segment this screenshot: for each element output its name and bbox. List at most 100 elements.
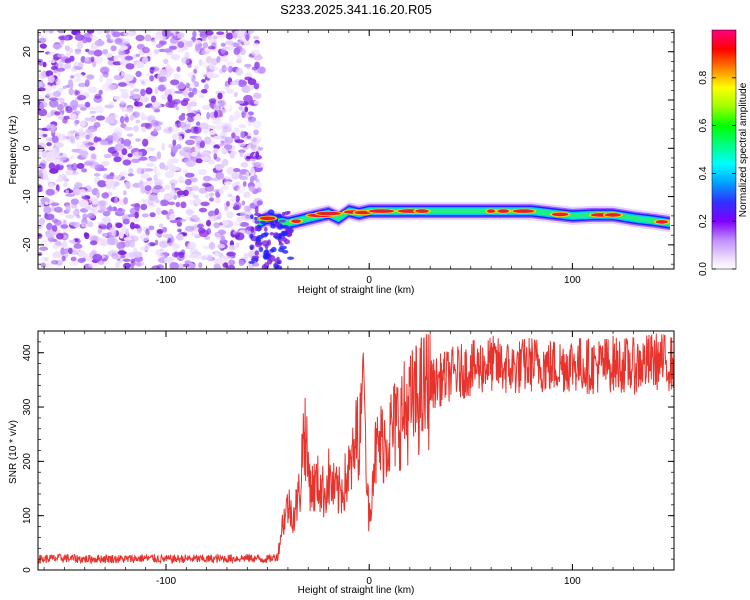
noise-blob [197,223,204,229]
noise-blob [215,171,225,180]
noise-blob [69,130,78,135]
colorbar-tick-label: 0.8 [698,70,709,84]
noise-blob [90,240,98,246]
noise-blob [38,87,46,92]
noise-blob [229,245,236,251]
noise-blob [184,158,191,163]
noise-blob [215,90,226,95]
noise-blob [134,211,139,219]
noise-blob [123,139,132,147]
noise-blob [256,187,262,193]
noise-blob [216,31,225,35]
noise-blob [95,137,102,142]
noise-blob [173,32,177,37]
noise-blob [209,197,214,202]
noise-blob [235,59,242,64]
noise-blob [187,63,192,69]
noise-blob [222,86,231,90]
noise-blob [243,252,249,260]
noise-blob [106,237,116,246]
noise-blob [182,97,190,102]
noise-blob [101,192,109,199]
noise-blob [116,242,122,250]
noise-blob [96,190,100,199]
noise-blob [234,110,241,119]
noise-blob [62,219,67,228]
noise-blob [87,142,94,146]
colorbar-ticks: 0.0 0.2 0.4 0.6 0.8 [698,70,736,276]
transition-speck [254,240,263,248]
noise-blob [132,261,136,266]
noise-blob [104,74,109,79]
noise-blob [186,112,196,117]
noise-blob [141,56,149,64]
noise-blob [216,157,221,162]
noise-blob [170,79,180,86]
noise-blob [136,261,142,267]
noise-blob [209,130,216,135]
noise-blob [150,119,160,127]
noise-blob [101,216,112,223]
noise-blob [128,168,134,174]
noise-blob [170,188,176,196]
noise-blob [257,146,264,151]
noise-blob [146,147,156,152]
noise-blob [218,188,224,195]
noise-blob [106,33,111,40]
noise-blob [113,113,119,119]
noise-blob [212,136,223,140]
noise-blob [207,255,213,261]
noise-blob [194,146,201,154]
transition-speck [286,210,291,214]
noise-blob [218,143,224,147]
noise-blob [50,111,55,117]
noise-blob [211,215,217,219]
noise-blob [42,133,48,138]
noise-blob [185,208,194,216]
noise-blob [245,155,252,160]
noise-blob [232,221,242,226]
noise-blob [253,129,259,136]
noise-blob [62,118,68,124]
noise-blob [89,206,95,214]
transition-speck [281,230,289,237]
transition-speck [264,262,269,269]
noise-blob [99,74,104,83]
noise-blob [121,226,127,233]
noise-blob [54,206,63,213]
noise-blob [208,241,216,250]
noise-blob [230,195,237,202]
noise-blob [38,184,43,192]
snr-xtick-label: 0 [366,576,372,587]
transition-speck [264,244,269,250]
noise-blob [97,260,105,265]
noise-blob [212,35,218,40]
noise-blob [182,263,190,268]
noise-blob [216,109,223,118]
noise-blob [52,225,58,232]
noise-blob [129,240,136,248]
noise-blob [234,91,238,98]
transition-speck [268,254,276,262]
noise-blob [135,138,141,142]
noise-blob [85,48,90,53]
noise-blob [90,153,97,160]
noise-blob [177,46,186,53]
noise-blob [161,210,169,215]
noise-blob [120,92,130,99]
noise-blob [117,250,127,255]
noise-blob [57,53,65,58]
noise-blob [251,49,260,57]
noise-blob [124,38,131,44]
noise-blob [144,243,151,249]
noise-blob [158,76,167,83]
noise-blob [206,112,211,120]
noise-blob [146,162,155,167]
noise-blob [109,227,115,233]
noise-blob [256,200,263,206]
noise-blob [177,41,185,48]
noise-blob [165,195,170,200]
transition-speck [258,246,264,252]
noise-blob [123,31,132,37]
